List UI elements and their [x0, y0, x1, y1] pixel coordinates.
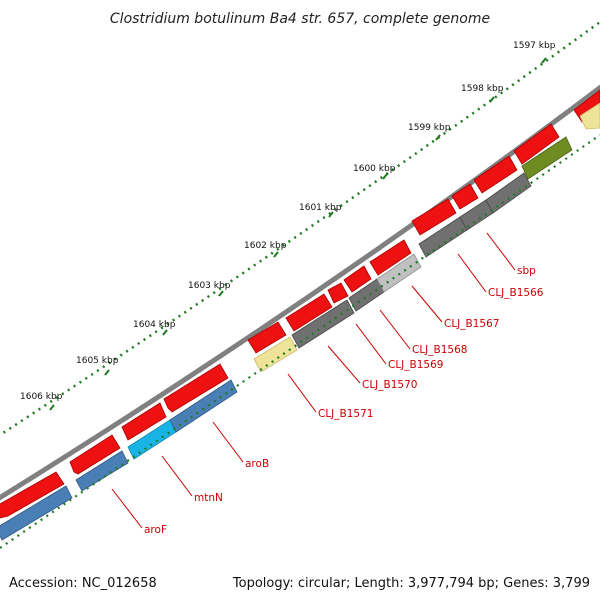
tick-mark [218, 290, 224, 297]
tick-mark [328, 211, 334, 218]
feature-forward [343, 265, 372, 293]
feature-yellow [579, 102, 600, 130]
reverse-strand-features [0, 102, 600, 541]
feature-sbp [485, 172, 532, 214]
callout-line [212, 421, 244, 463]
callout-line [486, 232, 516, 271]
gene-label-CLJ_B1569: CLJ_B1569 [388, 359, 443, 371]
gene-label-CLJ_B1571: CLJ_B1571 [318, 408, 373, 420]
feature-steelblue [75, 450, 129, 492]
feature-forward [0, 471, 65, 519]
outer-tick-arc [0, 20, 600, 437]
inner-tick-arc [0, 134, 600, 549]
tick-mark [49, 404, 55, 411]
gene-label-sbp: sbp [517, 265, 536, 277]
feature-CLJ_B1570 [291, 299, 355, 349]
tick-mark [273, 251, 279, 258]
feature-CLJ_B1571 [253, 336, 298, 373]
tick-label: 1603 kbp [188, 281, 231, 291]
major-tick-marks [49, 57, 547, 411]
callout-line [327, 345, 361, 384]
callout-line [411, 285, 443, 323]
gene-label-mtnN: mtnN [194, 492, 223, 504]
callout-line [111, 488, 143, 529]
tick-label: 1599 kbp [408, 123, 451, 133]
gene-label-CLJ_B1570: CLJ_B1570 [362, 379, 417, 391]
feature-forward [163, 363, 229, 413]
gene-label-CLJ_B1567: CLJ_B1567 [444, 318, 499, 330]
forward-strand-features [0, 89, 600, 519]
tick-mark [541, 57, 547, 64]
callout-line [457, 253, 487, 293]
feature-forward [369, 239, 412, 276]
tick-label: 1602 kbp [244, 241, 287, 251]
tick-mark [104, 369, 110, 376]
feature-forward [451, 183, 479, 210]
gene-label-CLJ_B1568: CLJ_B1568 [412, 344, 467, 356]
genome-summary-text: Topology: circular; Length: 3,977,794 bp… [232, 576, 590, 591]
callout-line [355, 323, 387, 365]
tick-mark [435, 134, 441, 141]
map-title: Clostridium botulinum Ba4 str. 657, comp… [110, 11, 490, 27]
tick-label: 1597 kbp [513, 41, 556, 51]
tick-label: 1601 kbp [299, 203, 342, 213]
callout-line [287, 373, 317, 413]
tick-mark [382, 173, 388, 180]
callout-lines [111, 232, 516, 529]
tick-label: 1598 kbp [461, 84, 504, 94]
tick-label: 1600 kbp [353, 164, 396, 174]
accession-text: Accession: NC_012658 [9, 576, 157, 591]
feature-forward [247, 321, 287, 354]
tick-mark [489, 96, 495, 103]
feature-forward [121, 402, 167, 441]
gene-label-aroF: aroF [144, 524, 167, 536]
callout-line [379, 309, 411, 350]
tick-label: 1604 kbp [133, 320, 176, 330]
feature-forward [411, 198, 457, 236]
gene-label-CLJ_B1566: CLJ_B1566 [488, 287, 544, 299]
feature-forward [513, 123, 560, 165]
feature-forward [573, 89, 600, 123]
callout-line [161, 455, 193, 497]
tick-mark [162, 329, 168, 336]
feature-forward [327, 282, 349, 304]
tick-label: 1606 kbp [20, 392, 63, 402]
feature-forward [473, 155, 518, 194]
feature-olive [521, 136, 573, 180]
gene-label-aroB: aroB [245, 458, 269, 470]
feature-forward [69, 434, 121, 475]
feature-aroF [0, 485, 73, 541]
feature-forward [285, 293, 333, 332]
tick-label: 1605 kbp [76, 356, 119, 366]
